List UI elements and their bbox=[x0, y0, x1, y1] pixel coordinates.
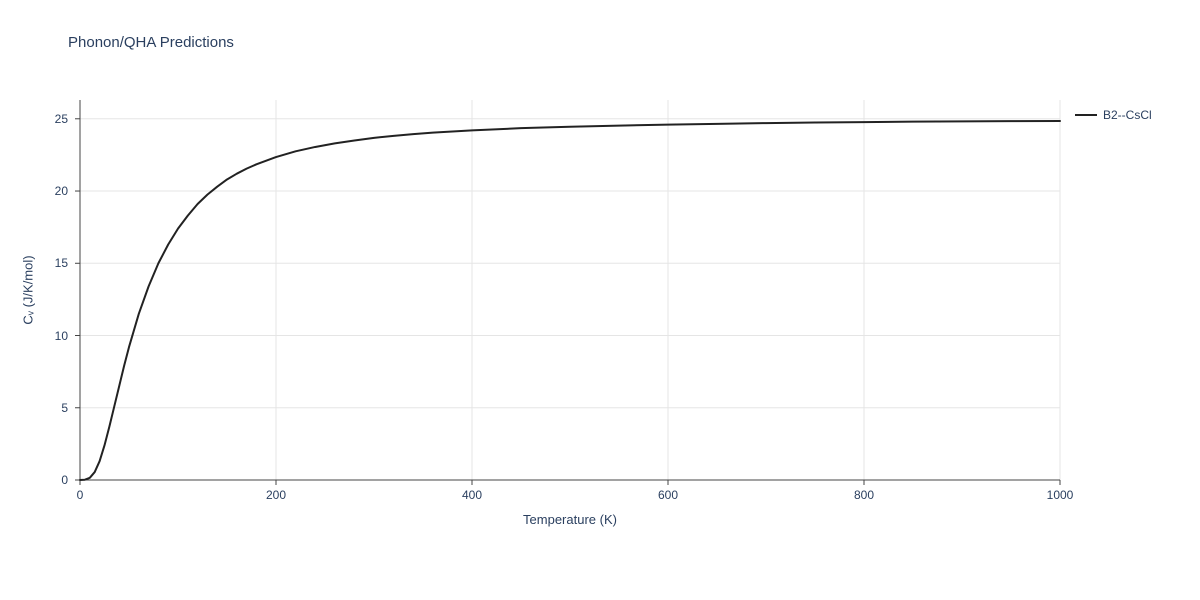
x-axis-label: Temperature (K) bbox=[523, 512, 617, 527]
legend-label: B2--CsCl bbox=[1103, 108, 1152, 122]
plot-svg bbox=[74, 94, 1066, 486]
x-tick-label: 1000 bbox=[1047, 488, 1074, 502]
y-tick-label: 0 bbox=[61, 473, 68, 487]
y-tick-label: 5 bbox=[61, 401, 68, 415]
x-tick-label: 0 bbox=[77, 488, 84, 502]
y-axis-label: Cᵥ (J/K/mol) bbox=[21, 255, 36, 324]
chart-title: Phonon/QHA Predictions bbox=[68, 34, 234, 51]
x-tick-label: 800 bbox=[854, 488, 874, 502]
x-tick-label: 400 bbox=[462, 488, 482, 502]
y-tick-label: 20 bbox=[55, 184, 68, 198]
y-tick-label: 15 bbox=[55, 256, 68, 270]
legend: B2--CsCl bbox=[1075, 108, 1152, 122]
y-tick-label: 25 bbox=[55, 112, 68, 126]
x-tick-label: 600 bbox=[658, 488, 678, 502]
y-tick-label: 10 bbox=[55, 329, 68, 343]
x-tick-label: 200 bbox=[266, 488, 286, 502]
legend-swatch bbox=[1075, 114, 1097, 116]
chart-container: Phonon/QHA Predictions Temperature (K) C… bbox=[0, 0, 1200, 600]
